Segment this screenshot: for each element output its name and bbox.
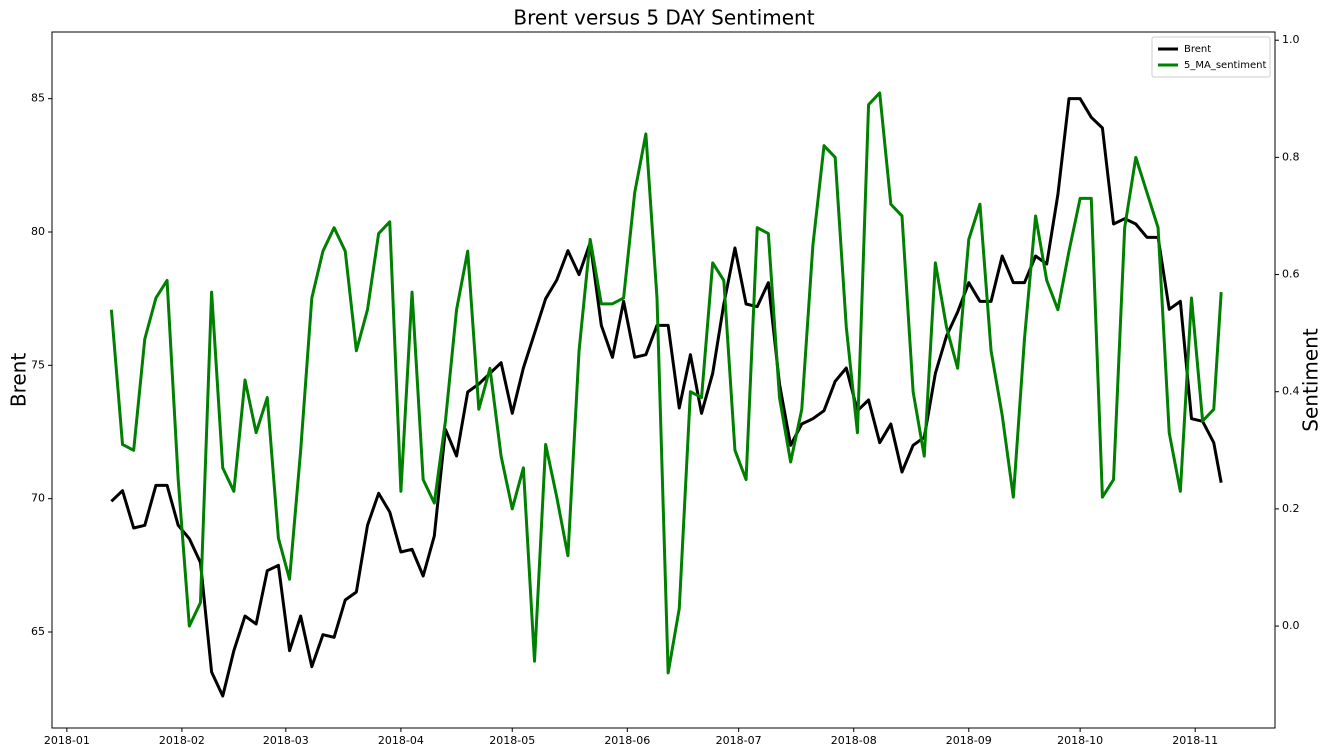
y-tick-label: 85	[31, 92, 45, 105]
y2-tick-label: 1.0	[1282, 33, 1300, 46]
x-tick-label: 2018-05	[489, 734, 535, 747]
y2-tick-label: 0.4	[1282, 385, 1300, 398]
series-line	[110, 97, 1223, 698]
y-tick-label: 75	[31, 358, 45, 371]
y2-tick-label: 0.6	[1282, 268, 1300, 281]
x-tick-label: 2018-02	[159, 734, 205, 747]
x-tick-label: 2018-03	[263, 734, 309, 747]
y2-tick-label: 0.0	[1282, 619, 1300, 632]
plot-frame	[51, 31, 1276, 729]
legend-box	[1151, 36, 1271, 78]
x-tick-label: 2018-06	[604, 734, 650, 747]
y-axis-label: Brent	[7, 353, 31, 407]
x-tick-label: 2018-01	[44, 734, 90, 747]
chart-title: Brent versus 5 DAY Sentiment	[513, 6, 814, 30]
y-tick-label: 70	[31, 492, 45, 505]
y2-tick-label: 0.8	[1282, 150, 1300, 163]
legend-label: Brent	[1184, 44, 1211, 55]
x-tick-label: 2018-09	[946, 734, 992, 747]
y-tick-label: 80	[31, 225, 45, 238]
x-tick-label: 2018-10	[1057, 734, 1103, 747]
y-tick-label: 65	[31, 625, 45, 638]
y2-tick-label: 0.2	[1282, 502, 1300, 515]
x-tick-label: 2018-07	[716, 734, 762, 747]
series-line	[109, 91, 1223, 675]
y2-axis-label: Sentiment	[1299, 328, 1323, 432]
x-tick-label: 2018-08	[831, 734, 877, 747]
x-tick-label: 2018-04	[378, 734, 424, 747]
x-tick-label: 2018-11	[1172, 734, 1218, 747]
legend-label: 5_MA_sentiment	[1184, 60, 1266, 71]
